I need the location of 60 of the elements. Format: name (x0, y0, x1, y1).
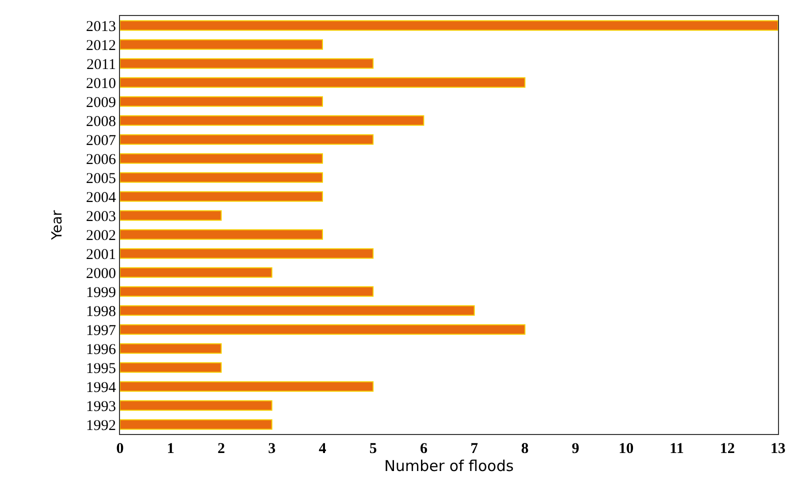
y-tick-label: 1999 (86, 284, 116, 301)
y-tick-label: 1995 (86, 360, 116, 377)
bar (120, 39, 323, 50)
y-tick-label: 1996 (86, 342, 116, 358)
y-tick-label: 2009 (86, 94, 116, 111)
x-tick-label: 3 (268, 441, 276, 457)
y-tick-label: 1997 (86, 322, 116, 339)
y-tick-label: 2013 (86, 18, 116, 35)
x-tick-label: 1 (166, 441, 174, 457)
y-tick-label: 2011 (86, 56, 116, 73)
y-tick-label: 1993 (86, 398, 116, 415)
y-tick-label: 1998 (86, 304, 116, 320)
x-tick-label: 10 (618, 441, 634, 457)
x-tick-label: 13 (770, 441, 786, 457)
x-axis-title: Number of floods (384, 457, 514, 475)
bar (120, 267, 272, 278)
bar (120, 96, 323, 107)
x-tick-label: 5 (369, 441, 377, 457)
bar (120, 305, 475, 316)
bar (120, 229, 323, 240)
bar (120, 362, 222, 373)
y-tick-label: 2001 (86, 246, 116, 263)
bar (120, 324, 526, 335)
y-tick-label: 1994 (86, 380, 116, 396)
x-tick-label: 0 (116, 441, 124, 457)
bar (120, 419, 272, 430)
y-tick-label: 2007 (86, 132, 116, 149)
y-tick-label: 2006 (86, 152, 116, 168)
x-tick-label: 7 (470, 441, 479, 457)
bar (120, 210, 222, 221)
y-tick-label: 2004 (86, 190, 116, 206)
y-tick-label: 2000 (86, 266, 116, 282)
bar (120, 58, 374, 69)
x-tick-label: 4 (318, 441, 327, 457)
bar (120, 248, 374, 259)
y-tick-label: 2012 (86, 38, 116, 54)
y-tick-label: 1992 (86, 418, 116, 434)
bar (120, 172, 323, 183)
bar (120, 20, 778, 31)
bar (120, 400, 272, 411)
bar (120, 191, 323, 202)
bar (120, 343, 222, 354)
bar (120, 115, 424, 126)
bar (120, 286, 374, 297)
x-tick-label: 2 (217, 441, 225, 457)
y-axis-title: Year (50, 210, 66, 241)
y-tick-label: 2003 (86, 208, 116, 225)
x-tick-label: 11 (670, 441, 684, 457)
y-tick-label: 2008 (86, 114, 116, 130)
bar (120, 153, 323, 164)
x-tick-label: 12 (720, 441, 735, 457)
bar (120, 381, 374, 392)
y-tick-label: 2010 (86, 76, 116, 92)
x-tick-label: 6 (420, 441, 428, 457)
y-tick-label: 2005 (86, 170, 116, 187)
y-tick-label: 2002 (86, 228, 116, 244)
bar (120, 77, 526, 88)
x-tick-label: 9 (572, 441, 580, 457)
bar (120, 134, 374, 145)
x-tick-label: 8 (521, 441, 529, 457)
